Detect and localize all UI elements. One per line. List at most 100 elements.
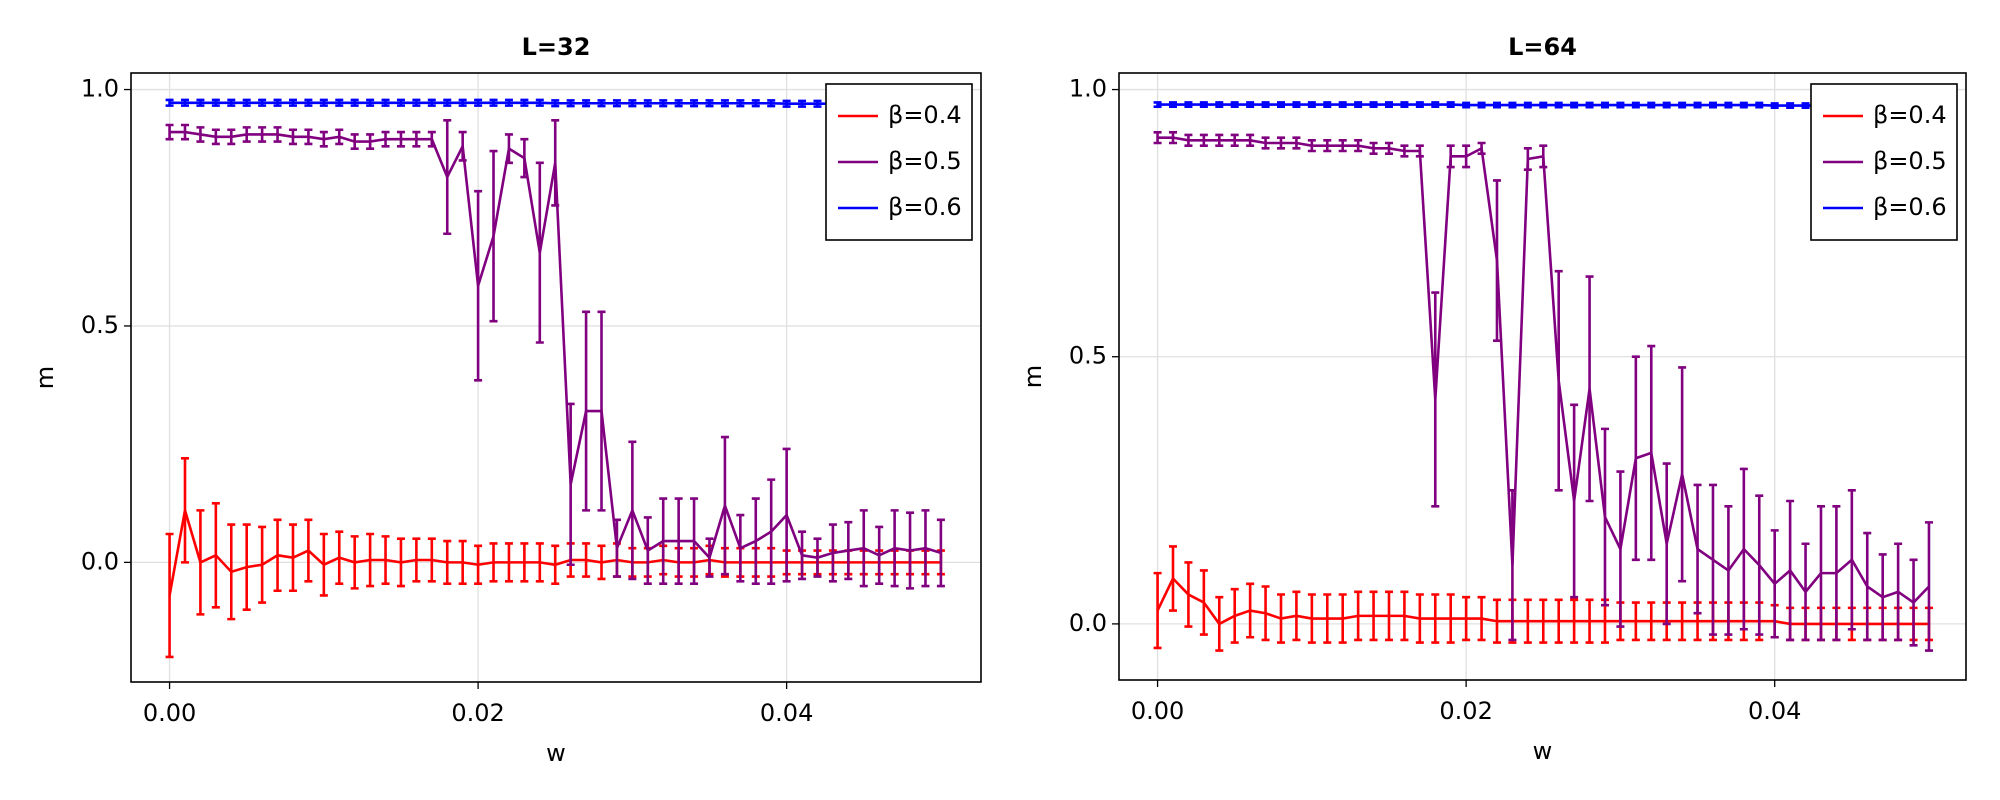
error-bar: [1678, 601, 1687, 642]
error-bar: [720, 99, 729, 108]
error-bar: [890, 509, 899, 588]
error-bar: [1446, 593, 1455, 644]
error-bar: [1431, 593, 1440, 644]
error-bar: [1169, 131, 1177, 145]
x-tick-label: 0.02: [451, 699, 504, 727]
error-bar: [1323, 101, 1332, 108]
error-bar: [288, 98, 297, 107]
error-bar: [1801, 102, 1810, 110]
error-bar: [1739, 101, 1748, 109]
error-bar: [1708, 483, 1717, 636]
legend-label: β=0.4: [1873, 101, 1947, 129]
error-bar: [1199, 569, 1208, 636]
error-bar: [1292, 590, 1301, 642]
error-bar: [1708, 101, 1717, 109]
error-bar: [1230, 101, 1239, 108]
error-bar: [1384, 141, 1393, 155]
error-bar: [1832, 505, 1841, 642]
error-bar: [1446, 101, 1455, 108]
error-bar: [628, 440, 637, 581]
error-bar: [813, 99, 822, 108]
error-bar: [936, 518, 945, 588]
error-bar: [165, 123, 174, 141]
x-axis-label: w: [546, 739, 566, 767]
error-bar: [1338, 593, 1347, 644]
error-bar: [1446, 144, 1455, 169]
error-bar: [551, 544, 560, 585]
error-bar: [1554, 269, 1563, 492]
y-tick-label: 0.0: [1069, 609, 1107, 637]
error-bar: [1755, 101, 1764, 109]
error-bar: [1369, 141, 1378, 155]
error-bar: [1307, 593, 1316, 644]
error-bar: [489, 542, 498, 583]
error-bar: [1246, 582, 1255, 639]
error-bar: [1523, 147, 1532, 172]
error-bar: [1261, 585, 1270, 642]
error-bar: [458, 130, 467, 162]
error-bar: [612, 99, 621, 108]
error-bar: [1631, 601, 1640, 642]
error-bar: [1400, 590, 1409, 642]
error-bar: [1354, 139, 1363, 153]
plot-frame: [130, 72, 982, 683]
error-bar: [242, 523, 251, 611]
error-bar: [1246, 133, 1255, 147]
error-bar: [1431, 291, 1440, 508]
error-bar: [1400, 101, 1409, 108]
error-bar: [427, 537, 436, 583]
error-bar: [474, 189, 483, 382]
error-bar: [690, 99, 699, 108]
error-bar: [1415, 593, 1424, 644]
error-bar: [196, 98, 205, 107]
error-bar: [335, 128, 344, 146]
error-bar: [1369, 590, 1378, 642]
error-bar: [1276, 136, 1285, 150]
error-bar: [1230, 587, 1239, 644]
error-bar: [1539, 598, 1548, 644]
error-bar: [643, 99, 652, 108]
error-bar: [643, 516, 652, 585]
error-bar: [535, 542, 544, 583]
error-bar: [227, 98, 236, 107]
error-bar: [1492, 598, 1501, 644]
error-bar: [1585, 275, 1594, 503]
error-bar: [335, 530, 344, 585]
error-bar: [1693, 101, 1702, 109]
legend-label: β=0.6: [1873, 193, 1947, 221]
error-bar: [1693, 483, 1702, 615]
error-bar: [1600, 101, 1609, 109]
error-bar: [443, 539, 452, 585]
error-bar: [1616, 470, 1625, 628]
y-axis-label: m: [31, 366, 59, 389]
error-bar: [1477, 101, 1486, 109]
error-bar: [1786, 499, 1795, 642]
error-bar: [1261, 101, 1270, 108]
error-bar: [1616, 101, 1625, 109]
error-bar: [1492, 101, 1501, 109]
legend-label: β=0.4: [888, 101, 962, 129]
error-bar: [381, 98, 390, 107]
error-bar: [1585, 101, 1594, 109]
error-bar: [273, 98, 282, 107]
error-bar: [1678, 101, 1687, 109]
error-bar: [350, 98, 359, 107]
error-bar: [165, 98, 174, 107]
error-bar: [1894, 542, 1903, 642]
error-bar: [366, 133, 375, 150]
error-bar: [1570, 598, 1579, 644]
error-bar: [1477, 141, 1486, 155]
error-bar: [1462, 101, 1471, 109]
y-tick-label: 0.5: [1069, 342, 1107, 370]
error-bar: [1755, 494, 1764, 636]
error-bar: [504, 133, 513, 165]
legend-box: [825, 83, 973, 241]
error-bar: [1678, 366, 1687, 583]
error-bar: [319, 98, 328, 107]
error-bar: [1462, 144, 1471, 169]
error-bar: [566, 99, 575, 108]
error-bar: [366, 98, 375, 107]
error-bar: [1600, 427, 1609, 607]
error-bar: [1539, 144, 1548, 169]
